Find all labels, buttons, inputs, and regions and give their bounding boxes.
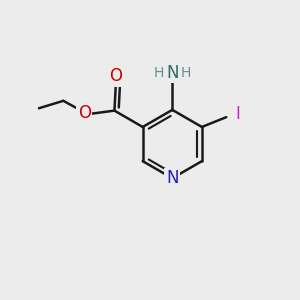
- Text: O: O: [109, 67, 122, 85]
- Text: H: H: [154, 66, 164, 80]
- Text: I: I: [236, 105, 241, 123]
- Text: O: O: [78, 104, 91, 122]
- Text: H: H: [181, 66, 191, 80]
- Text: N: N: [166, 169, 178, 187]
- Text: N: N: [166, 64, 178, 82]
